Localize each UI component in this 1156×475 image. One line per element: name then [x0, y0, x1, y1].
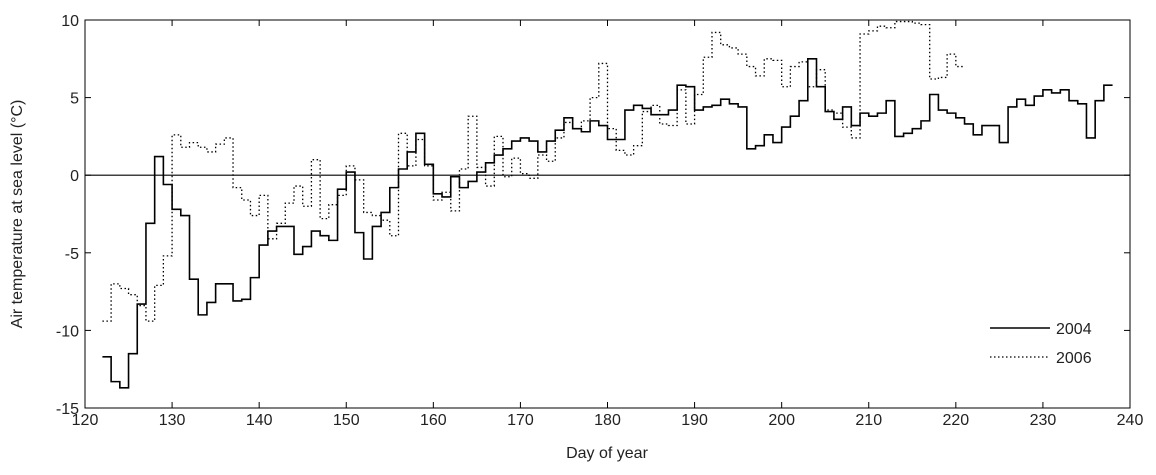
x-tick-label: 120 — [72, 412, 99, 429]
x-axis-label: Day of year — [566, 445, 648, 462]
x-tick-label: 160 — [420, 412, 447, 429]
x-tick-label: 140 — [246, 412, 273, 429]
x-tick-label: 190 — [681, 412, 708, 429]
legend-label: 2006 — [1056, 350, 1092, 367]
y-tick-label: 5 — [70, 91, 79, 108]
series-line — [102, 58, 1113, 389]
y-tick-label: -10 — [56, 323, 79, 340]
y-tick-label: 0 — [70, 168, 79, 185]
x-tick-label: 150 — [333, 412, 360, 429]
y-tick-label: -15 — [56, 401, 79, 418]
x-tick-label: 240 — [1117, 412, 1144, 429]
x-tick-label: 170 — [507, 412, 534, 429]
x-tick-label: 210 — [855, 412, 882, 429]
y-axis-label: Air temperature at sea level (°C) — [9, 100, 26, 329]
x-tick-label: 220 — [942, 412, 969, 429]
x-tick-label: 230 — [1030, 412, 1057, 429]
x-tick-label: 200 — [768, 412, 795, 429]
y-tick-label: 10 — [61, 13, 79, 30]
series-line — [102, 20, 965, 322]
legend-label: 2004 — [1056, 321, 1092, 338]
y-tick-label: -5 — [65, 246, 79, 263]
x-tick-label: 180 — [594, 412, 621, 429]
x-tick-label: 130 — [159, 412, 186, 429]
